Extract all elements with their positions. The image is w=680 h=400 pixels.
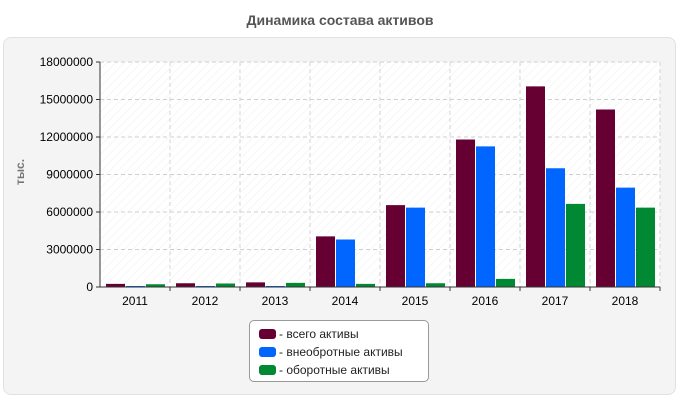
- legend: - всего активы - внеобротные активы - обор…: [249, 320, 429, 382]
- x-tick-label: 2017: [542, 294, 569, 308]
- bar-2018-2: [616, 187, 635, 287]
- bar-2014-2: [336, 239, 355, 287]
- bar-2018-3: [636, 207, 655, 287]
- legend-label: - внеобротные активы: [279, 345, 403, 359]
- legend-swatch: [259, 365, 276, 375]
- bar-2016-3: [496, 278, 515, 287]
- y-tick-label: 12000000: [40, 130, 94, 144]
- bar-2017-2: [546, 168, 565, 287]
- x-tick-label: 2015: [402, 294, 429, 308]
- legend-item[interactable]: - внеобротные активы: [259, 343, 428, 361]
- bar-2012-3: [216, 283, 235, 287]
- y-tick-label: 6000000: [46, 205, 93, 219]
- y-tick-label: 15000000: [40, 93, 94, 107]
- x-tick-label: 2016: [472, 294, 499, 308]
- legend-swatch: [259, 329, 276, 339]
- y-tick-label: 3000000: [46, 243, 93, 257]
- bar-2016-1: [456, 139, 475, 287]
- bar-2015-2: [406, 207, 425, 287]
- y-axis-label: тыс.: [13, 159, 27, 185]
- bar-2018-1: [596, 109, 615, 287]
- x-tick-label: 2012: [192, 294, 219, 308]
- bar-2014-3: [356, 283, 375, 287]
- bar-2016-2: [476, 146, 495, 287]
- bar-2015-1: [386, 205, 405, 287]
- y-tick-label: 18000000: [40, 55, 94, 69]
- legend-item[interactable]: - всего активы: [259, 325, 428, 343]
- y-tick-label: 9000000: [46, 168, 93, 182]
- bar-2013-1: [246, 282, 265, 287]
- legend-label: - оборотные активы: [279, 363, 390, 377]
- bar-2011-3: [146, 284, 165, 287]
- chart-title: Динамика состава активов: [246, 12, 434, 28]
- legend-item[interactable]: - оборотные активы: [259, 361, 428, 379]
- y-tick-label: 0: [86, 280, 93, 294]
- x-tick-label: 2014: [332, 294, 359, 308]
- bar-2012-1: [176, 283, 195, 287]
- legend-label: - всего активы: [279, 327, 359, 341]
- x-tick-label: 2011: [122, 294, 148, 308]
- legend-swatch: [259, 347, 276, 357]
- bar-2013-3: [286, 282, 305, 287]
- bar-2017-3: [566, 203, 585, 287]
- bar-2011-1: [106, 283, 125, 287]
- x-tick-label: 2018: [612, 294, 639, 308]
- x-tick-label: 2013: [262, 294, 289, 308]
- bar-2015-3: [426, 283, 445, 287]
- bar-2014-1: [316, 236, 335, 287]
- bar-2017-1: [526, 86, 545, 287]
